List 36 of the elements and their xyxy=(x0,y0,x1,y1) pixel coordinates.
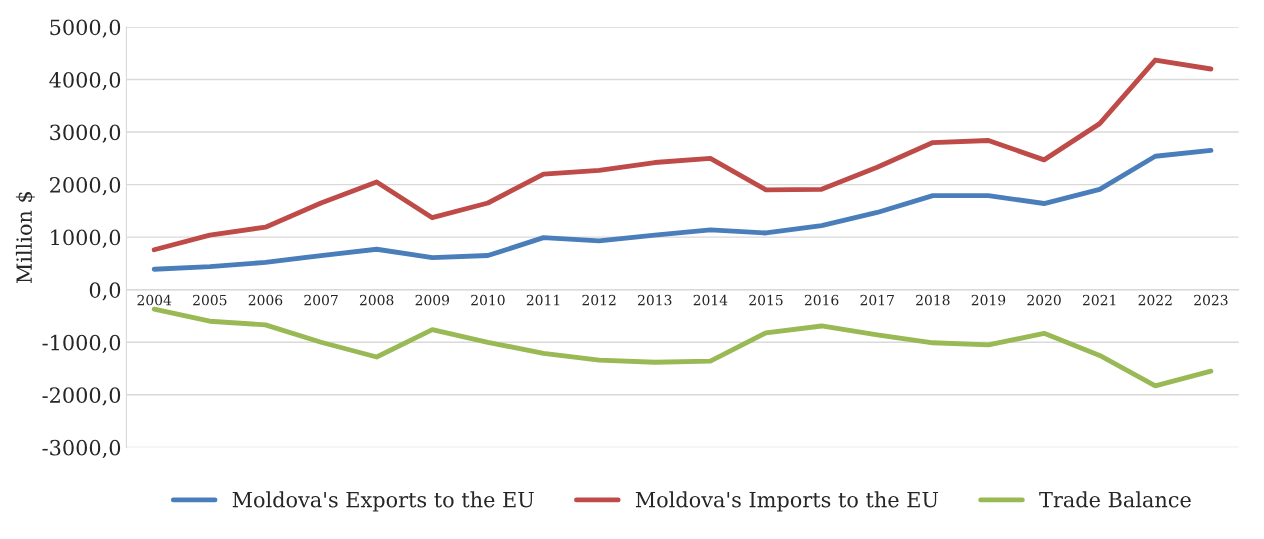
y-tick-label: 3000,0 xyxy=(50,124,121,143)
legend-label: Trade Balance xyxy=(1039,491,1191,508)
y-tick-label: 4000,0 xyxy=(49,71,121,91)
x-tick-label: 2019 xyxy=(971,294,1006,306)
x-tick-label: 2007 xyxy=(304,294,338,306)
x-tick-label: 2011 xyxy=(526,294,560,306)
x-tick-label: 2022 xyxy=(1138,294,1172,306)
line-series xyxy=(151,148,1214,272)
line-series xyxy=(151,57,1214,253)
y-tick-label: -1000,0 xyxy=(42,334,121,354)
y-tick-label: 2000,0 xyxy=(50,177,121,196)
x-tick-label: 2009 xyxy=(415,294,450,306)
line-series xyxy=(151,306,1214,389)
x-tick-label: 2018 xyxy=(916,294,950,306)
x-tick-label: 2004 xyxy=(137,294,172,306)
x-tick-label: 2013 xyxy=(638,294,672,306)
x-tick-label: 2006 xyxy=(248,294,283,306)
x-tick-label: 2017 xyxy=(860,294,894,306)
x-tick-label: 2008 xyxy=(359,294,394,306)
x-tick-label: 2016 xyxy=(804,294,839,306)
y-tick-label: -2000,0 xyxy=(42,387,121,406)
x-tick-label: 2010 xyxy=(471,294,505,306)
x-tick-label: 2015 xyxy=(749,294,783,306)
y-tick-label: -3000,0 xyxy=(42,439,121,459)
y-axis-title: Million $ xyxy=(15,191,35,284)
x-tick-label: 2012 xyxy=(582,294,616,306)
y-tick-label: 1000,0 xyxy=(51,229,121,248)
legend-label: Moldova's Imports to the EU xyxy=(635,491,939,512)
y-tick-label: 0,0 xyxy=(89,282,121,301)
x-tick-label: 2023 xyxy=(1194,294,1228,306)
x-tick-label: 2020 xyxy=(1027,294,1061,306)
legend-label: Moldova's Exports to the EU xyxy=(232,491,534,512)
x-tick-label: 2014 xyxy=(693,294,728,306)
y-tick-label: 5000,0 xyxy=(50,19,121,38)
x-tick-label: 2005 xyxy=(193,294,227,306)
x-tick-label: 2021 xyxy=(1082,294,1116,306)
